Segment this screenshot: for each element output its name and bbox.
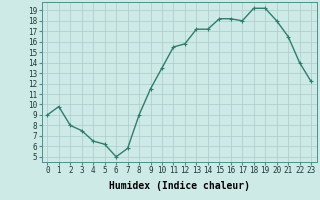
X-axis label: Humidex (Indice chaleur): Humidex (Indice chaleur) <box>109 181 250 191</box>
